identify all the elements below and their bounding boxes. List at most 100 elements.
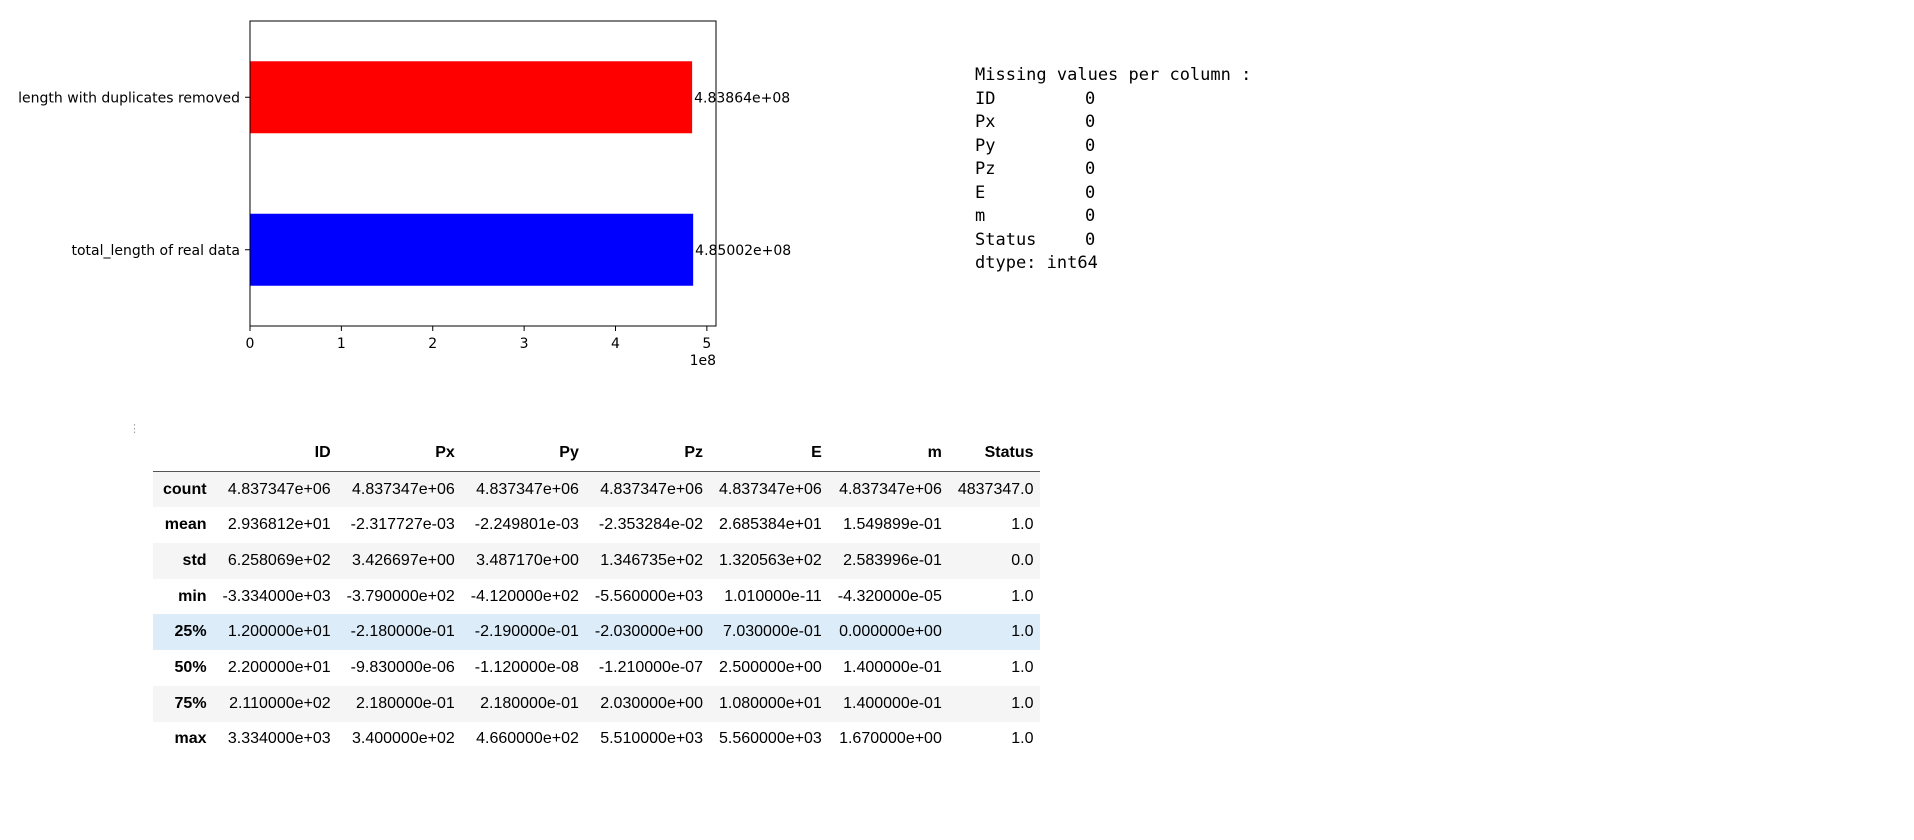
table-row: std 6.258069e+02 3.426697e+00 3.487170e+00 1… <box>153 543 1040 579</box>
table-cell: 7.030000e-01 <box>723 623 822 641</box>
table-cell: 1.0 <box>1011 730 1034 748</box>
row-label: std <box>182 551 207 569</box>
row-label: mean <box>164 516 207 534</box>
table-row: 50% 2.200000e+01 -9.830000e-06 -1.120000e-0… <box>153 650 1040 686</box>
index-header <box>153 435 213 472</box>
column-header: E <box>708 435 828 472</box>
x-tick-label-4: 4 <box>611 336 620 352</box>
table-cell: -5.560000e+03 <box>594 587 703 605</box>
row-label: 25% <box>174 623 207 641</box>
row-label: 75% <box>174 694 207 712</box>
missing-values-header: Missing values per column : <box>975 65 1252 85</box>
table-cell: -9.830000e-06 <box>350 658 455 676</box>
table-cell: 2.180000e-01 <box>480 694 579 712</box>
x-tick-label-0: 0 <box>246 336 255 352</box>
table-cell: 2.200000e+01 <box>227 658 331 676</box>
table-cell: 1.670000e+00 <box>839 730 942 748</box>
cell-ellipsis-icon: ⋮ <box>129 422 140 435</box>
table-cell: 1.0 <box>1011 516 1034 534</box>
missing-values-row: ID 0 <box>975 88 1251 112</box>
table-cell: 5.510000e+03 <box>600 730 703 748</box>
table-cell: 2.110000e+02 <box>229 694 331 712</box>
table-cell: 1.549899e-01 <box>843 516 942 534</box>
missing-values-count: 0 <box>1085 88 1096 109</box>
bar-1 <box>250 213 694 286</box>
table-cell: 0.000000e+00 <box>839 623 942 641</box>
x-tick-label-5: 5 <box>702 336 711 352</box>
missing-values-column-name: Pz <box>975 159 996 179</box>
bar-0 <box>250 61 693 134</box>
table-cell: 2.936812e+01 <box>227 516 331 534</box>
missing-values-count: 0 <box>1085 182 1096 203</box>
row-label: 50% <box>174 658 207 676</box>
missing-values-dtype: dtype: int64 <box>975 253 1098 273</box>
table-cell: -2.353284e-02 <box>598 516 703 534</box>
missing-values-output: Missing values per column : ID 0 Px 0 Py 0 Pz 0… <box>975 64 1251 276</box>
missing-values-column-name: Py <box>975 135 996 156</box>
missing-values-count: 0 <box>1085 229 1096 250</box>
missing-values-count: 0 <box>1085 135 1096 156</box>
missing-values-list: ID 0 Px 0 Py 0 Pz 0 E 0 m 0 Status 0 <box>975 88 1251 253</box>
table-cell: 1.0 <box>1011 587 1034 605</box>
missing-values-row: Px 0 <box>975 111 1251 135</box>
table-cell: 1.320563e+02 <box>718 551 822 569</box>
table-cell: 3.426697e+00 <box>351 551 455 569</box>
table-row: 75% 2.110000e+02 2.180000e-01 2.180000e-01 2… <box>153 685 1040 722</box>
x-offset-label: 1e8 <box>690 353 716 369</box>
missing-values-column-name: E <box>975 182 986 203</box>
table-cell: -3.790000e+02 <box>346 587 455 605</box>
table-cell: 4.837347e+06 <box>718 480 822 498</box>
table-cell: 1.200000e+01 <box>227 623 331 641</box>
x-tick-label-2: 2 <box>428 336 437 352</box>
table-cell: 1.080000e+01 <box>718 694 822 712</box>
column-header: Status <box>947 435 1040 472</box>
table-cell: 3.400000e+02 <box>351 730 455 748</box>
table-cell: -1.120000e-08 <box>474 658 579 676</box>
table-cell: -2.249801e-03 <box>474 516 579 534</box>
column-header: Pz <box>584 435 709 472</box>
table-cell: -2.190000e-01 <box>474 623 579 641</box>
describe-table-body: count 4.837347e+06 4.837347e+06 4.837347e+0… <box>153 471 1040 757</box>
table-cell: 2.030000e+00 <box>600 694 703 712</box>
table-cell: 4.837347e+06 <box>351 480 455 498</box>
missing-values-count: 0 <box>1085 159 1096 179</box>
table-cell: -2.180000e-01 <box>350 623 455 641</box>
y-tick-label-0: length with duplicates removed <box>18 90 240 106</box>
table-cell: -1.210000e-07 <box>598 658 703 676</box>
y-tick-label-1: total_length of real data <box>71 243 240 259</box>
table-cell: 6.258069e+02 <box>227 551 331 569</box>
table-cell: 4.837347e+06 <box>600 480 703 498</box>
missing-values-row: Py 0 <box>975 135 1251 159</box>
data-label-0: 4.83864e+08 <box>694 90 790 106</box>
table-cell: 1.0 <box>1011 623 1034 641</box>
column-header: ID <box>212 435 337 472</box>
table-cell: 2.685384e+01 <box>718 516 822 534</box>
missing-values-column-name: m <box>975 206 986 226</box>
table-row: min -3.334000e+03 -3.790000e+02 -4.120000e+… <box>153 579 1040 615</box>
row-label: min <box>178 587 207 605</box>
table-cell: -4.320000e-05 <box>837 587 942 605</box>
table-cell: -3.334000e+03 <box>222 587 331 605</box>
row-label: max <box>174 730 207 748</box>
table-cell: -4.120000e+02 <box>470 587 579 605</box>
missing-values-count: 0 <box>1085 112 1096 132</box>
missing-values-row: Pz 0 <box>975 158 1251 182</box>
table-cell: 5.560000e+03 <box>718 730 822 748</box>
table-cell: 1.010000e-11 <box>724 587 822 605</box>
table-cell: 1.400000e-01 <box>843 658 942 676</box>
missing-values-row: Status 0 <box>975 229 1251 253</box>
missing-values-column-name: Status <box>975 229 1037 250</box>
table-row: max 3.334000e+03 3.400000e+02 4.660000e+02 5… <box>153 722 1040 758</box>
x-tick-label-3: 3 <box>520 336 529 352</box>
table-cell: 4.660000e+02 <box>476 730 579 748</box>
table-cell: -2.030000e+00 <box>594 623 703 641</box>
data-label-1: 4.85002e+08 <box>695 243 791 259</box>
table-cell: 3.334000e+03 <box>227 730 331 748</box>
column-header: m <box>827 435 948 472</box>
table-cell: 4.837347e+06 <box>227 480 331 498</box>
row-label: count <box>163 480 207 498</box>
table-cell: 0.0 <box>1011 551 1034 569</box>
column-header: Py <box>460 435 585 472</box>
